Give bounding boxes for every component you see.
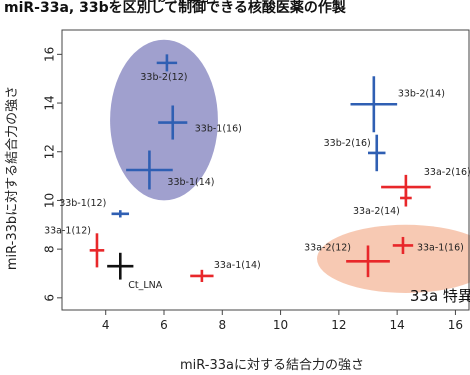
data-point-33b-1(12) (111, 210, 130, 218)
data-point-33b-1(16) (158, 105, 188, 140)
data-point-33b-2(16) (368, 134, 386, 172)
y-tick-label: 12 (43, 144, 57, 159)
point-label: 33a-1(14) (214, 260, 261, 271)
point-label: Ct_LNA (128, 280, 163, 291)
data-point-Ct_LNA (107, 252, 134, 280)
point-label: 33a-2(14) (353, 206, 400, 217)
data-point-33a-1(14) (190, 269, 214, 282)
point-label: 33b-1(16) (195, 124, 242, 135)
region-labels: 33b 特異的 33a 特異的 (138, 0, 470, 305)
chart-header: miR-33a, 33bを区別して制御できる核酸医薬の作製 (4, 0, 346, 16)
y-tick-label: 10 (43, 193, 57, 208)
specificity-regions (110, 39, 470, 293)
y-tick-label: 6 (43, 294, 57, 302)
point-label: 33b-1(14) (167, 177, 214, 188)
x-tick-label: 4 (102, 318, 110, 332)
data-points (89, 54, 431, 282)
region-label-1: 33a 特異的 (410, 287, 470, 305)
point-label: 33a-2(12) (304, 242, 351, 253)
region-label-0: 33b 特異的 (138, 0, 216, 6)
region-ellipse-1 (317, 224, 470, 293)
region-ellipse-0 (110, 39, 218, 201)
x-axis-ticks: 4 6 8 10 12 14 16 (102, 310, 463, 332)
point-label: 33b-1(12) (59, 198, 106, 209)
x-tick-label: 12 (331, 318, 346, 332)
y-axis-title: miR-33bに対する結合力の強さ (5, 86, 20, 270)
data-point-33b-2(14) (350, 76, 398, 133)
x-tick-label: 8 (218, 318, 226, 332)
data-point-33a-1(16) (392, 236, 414, 254)
data-point-33b-2(12) (156, 54, 178, 72)
point-label: 33a-2(16) (424, 167, 470, 178)
x-tick-label: 6 (160, 318, 168, 332)
point-label: 33b-2(12) (140, 72, 187, 83)
plot-frame (61, 29, 470, 311)
data-point-33b-1(14) (126, 150, 173, 190)
x-tick-label: 14 (390, 318, 405, 332)
data-point-33a-2(12) (346, 245, 390, 278)
y-axis-ticks: 6 8 10 12 14 16 (42, 47, 62, 302)
x-tick-label: 16 (448, 318, 463, 332)
point-labels: 33b-2(12) 33b-1(16) 33b-1(14) 33b-1(12) 33b-… (44, 72, 470, 291)
y-tick-label: 8 (43, 245, 57, 253)
data-point-33a-1(12) (89, 233, 105, 268)
x-tick-label: 10 (273, 318, 288, 332)
point-label: 33a-1(16) (417, 242, 464, 253)
data-point-33a-2(14) (400, 189, 412, 207)
point-label: 33a-1(12) (44, 225, 91, 236)
point-label: 33b-2(14) (398, 88, 445, 99)
x-axis-title: miR-33aに対する結合力の強さ (180, 358, 364, 373)
point-label: 33b-2(16) (324, 138, 371, 149)
y-tick-label: 14 (43, 95, 57, 110)
y-tick-label: 16 (42, 47, 56, 62)
